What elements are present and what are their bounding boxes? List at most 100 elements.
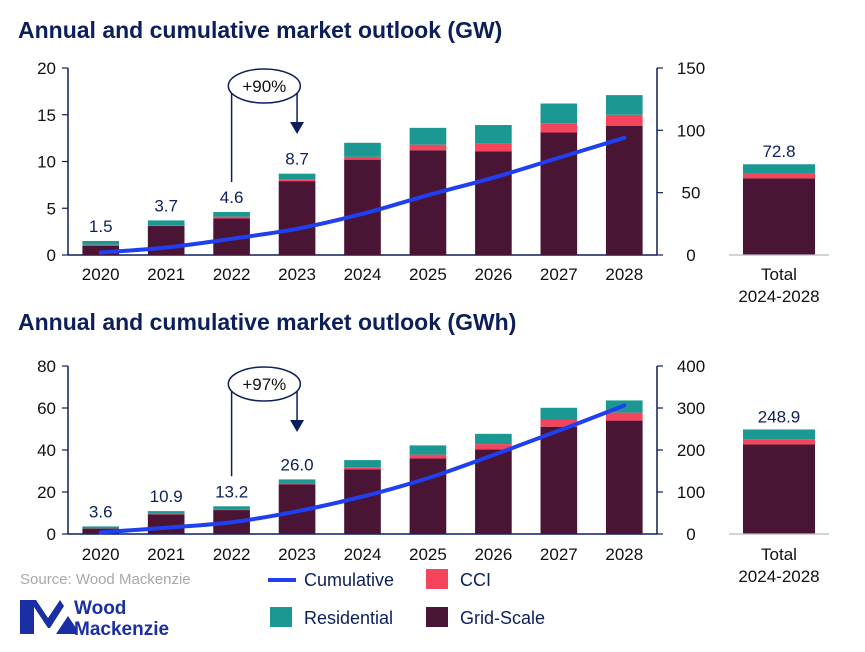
wood-mackenzie-logo-icon — [20, 600, 76, 634]
x-tick-label: 2028 — [605, 545, 643, 564]
bar-residential — [147, 511, 185, 514]
y-tick-label: 80 — [37, 357, 56, 376]
bar-residential — [540, 103, 578, 124]
x-tick-label: 2025 — [409, 545, 447, 564]
chart-gwh: 0 20 40 60 80 0 100 200 300 400 3.6 2020 10.9 2021 13.… — [37, 357, 829, 586]
x-tick-label: 2023 — [278, 265, 316, 284]
bar-grid-scale — [409, 458, 447, 534]
logo-line2: Mackenzie — [74, 619, 169, 640]
total-value-label: 248.9 — [758, 407, 801, 426]
y2-tick-label: 50 — [682, 184, 701, 203]
bar-grid-scale — [475, 151, 512, 255]
legend-label: Residential — [304, 608, 393, 628]
bar-cci — [82, 244, 120, 246]
x-tick-label: 2026 — [474, 265, 512, 284]
annotation-arrow-head — [290, 122, 305, 134]
bar-residential — [409, 127, 447, 145]
legend-swatch-residential — [270, 607, 292, 627]
bar-grid-scale — [344, 159, 381, 255]
bar-residential — [147, 220, 185, 226]
bar-residential — [213, 506, 250, 510]
bar-cci — [213, 216, 250, 219]
chart-gw: 0 5 10 15 20 0 50 100 150 1.5 2020 3.7 2021 4.6 2022 8.… — [37, 59, 829, 306]
legend: Cumulative CCI Residential Grid-Scale — [268, 569, 545, 628]
bar-grid-scale — [278, 181, 316, 255]
bar-cci — [409, 454, 447, 459]
bar-cci — [344, 467, 381, 470]
total-bar-cci — [743, 173, 815, 179]
data-label: 3.6 — [89, 502, 113, 521]
total-bar-residential — [743, 164, 815, 174]
total-label-line2: 2024-2028 — [738, 567, 819, 586]
total-bar-residential — [743, 429, 815, 440]
annotation-oval — [227, 366, 302, 402]
legend-label: Cumulative — [304, 570, 394, 590]
x-tick-label: 2022 — [213, 265, 251, 284]
bar-cci — [605, 114, 643, 126]
x-tick-label: 2020 — [82, 265, 120, 284]
bar-residential — [605, 95, 643, 115]
annotation-label: +97% — [242, 375, 286, 394]
x-tick-label: 2026 — [474, 545, 512, 564]
bar-grid-scale — [605, 125, 643, 255]
legend-swatch-grid-scale — [426, 607, 448, 627]
total-bar-grid-scale — [743, 444, 815, 534]
y-tick-label: 0 — [47, 246, 56, 265]
bar-grid-scale — [540, 132, 578, 255]
bar-grid-scale — [540, 426, 578, 534]
legend-swatch-cci — [426, 569, 448, 589]
bar-residential — [540, 407, 578, 420]
bar-residential — [82, 240, 120, 245]
data-label: 8.7 — [285, 150, 309, 169]
bar-residential — [82, 526, 120, 529]
y2-tick-label: 200 — [677, 441, 705, 460]
bar-cci — [409, 144, 447, 151]
annotation-oval — [227, 68, 302, 104]
y-tick-label: 20 — [37, 483, 56, 502]
y2-tick-label: 100 — [677, 483, 705, 502]
logo-line1: Wood — [74, 598, 126, 619]
bar-residential — [475, 433, 512, 445]
bar-grid-scale — [605, 420, 643, 534]
annotation-label: +90% — [242, 77, 286, 96]
y-tick-label: 40 — [37, 441, 56, 460]
total-label-line1: Total — [761, 545, 797, 564]
bar-grid-scale — [409, 150, 447, 255]
bar-cci — [344, 156, 381, 160]
bar-residential — [344, 142, 381, 157]
bar-cci — [605, 412, 643, 421]
source-note: Source: Wood Mackenzie — [20, 571, 191, 588]
bar-residential — [409, 445, 447, 455]
bar-cci — [540, 123, 578, 133]
bar-cci — [278, 482, 316, 485]
y2-tick-label: 150 — [677, 59, 705, 78]
y-tick-label: 60 — [37, 399, 56, 418]
y-tick-label: 5 — [47, 199, 56, 218]
bar-residential — [278, 173, 316, 180]
x-tick-label: 2022 — [213, 545, 251, 564]
bar-residential — [213, 211, 250, 217]
y2-tick-label: 400 — [677, 357, 705, 376]
x-tick-label: 2027 — [540, 545, 578, 564]
data-label: 10.9 — [150, 487, 183, 506]
y2-tick-label: 0 — [686, 246, 695, 265]
legend-label: CCI — [460, 570, 491, 590]
x-tick-label: 2020 — [82, 545, 120, 564]
chart-title-gw: Annual and cumulative market outlook (GW… — [18, 17, 502, 43]
y-tick-label: 20 — [37, 59, 56, 78]
bar-cci — [540, 419, 578, 427]
x-tick-label: 2024 — [344, 545, 382, 564]
data-label: 4.6 — [220, 188, 244, 207]
annotation-arrow-head — [290, 420, 305, 432]
total-label-line2: 2024-2028 — [738, 287, 819, 306]
total-bar-cci — [743, 439, 815, 445]
x-tick-label: 2027 — [540, 265, 578, 284]
x-tick-label: 2025 — [409, 265, 447, 284]
bar-residential — [475, 125, 512, 144]
bar-residential — [344, 460, 381, 468]
data-label: 1.5 — [89, 217, 113, 236]
y-tick-label: 0 — [47, 525, 56, 544]
bar-cci — [213, 509, 250, 511]
y-tick-label: 10 — [37, 153, 56, 172]
